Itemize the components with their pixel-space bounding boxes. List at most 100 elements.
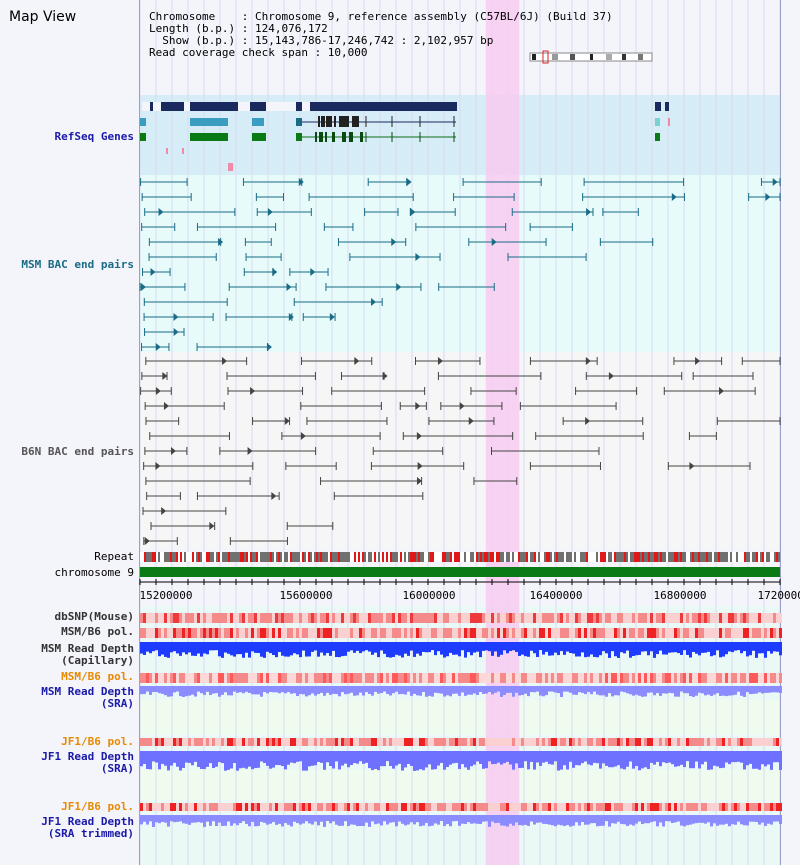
jf1-pol-cell — [476, 803, 479, 811]
track-label-refseq[interactable]: RefSeq Genes — [54, 130, 134, 143]
jf1-sra-depth-bar — [539, 751, 542, 766]
msm-capillary-depth-bar — [680, 642, 683, 655]
repeat-block — [672, 552, 674, 562]
jf1-trimmed-depth-bar — [239, 815, 242, 823]
repeat-block — [204, 552, 206, 562]
msm-pol-cell — [761, 628, 764, 638]
msm-pol-cell — [653, 628, 656, 638]
dbsnp-cell — [728, 613, 731, 623]
msm-sra-depth-bar — [704, 686, 707, 696]
jf1-sra-depth-bar — [524, 751, 527, 762]
jf1-pol-cell — [377, 803, 380, 811]
msm-capillary-depth-bar — [395, 642, 398, 655]
repeat-block — [178, 552, 180, 562]
msm-pol-cell — [401, 628, 404, 638]
msm-sra-depth-bar — [572, 686, 575, 695]
msm-pol-cell — [401, 673, 404, 683]
track-label-b6n-bac[interactable]: B6N BAC end pairs — [21, 445, 134, 458]
msm-pol-cell — [371, 628, 374, 638]
msm-pol-cell — [353, 628, 356, 638]
msm-pol-cell — [635, 673, 638, 683]
jf1-sra-depth-bar — [653, 751, 656, 765]
exon-mark — [361, 132, 363, 142]
dbsnp-cell — [296, 613, 299, 623]
msm-capillary-depth-bar — [491, 642, 494, 656]
msm-sra-depth-bar — [650, 686, 653, 693]
msm-pol-cell — [653, 673, 656, 683]
msm-sra-depth-bar — [440, 686, 443, 694]
msm-sra-depth-bar — [425, 686, 428, 697]
track-label-msm-bac[interactable]: MSM BAC end pairs — [21, 258, 134, 271]
msm-sra-depth-bar — [638, 686, 641, 696]
jf1-sra-depth-bar — [638, 751, 641, 771]
jf1-sra-depth-bar — [140, 751, 143, 767]
msm-pol-cell — [749, 673, 752, 683]
jf1-trimmed-depth-bar — [182, 815, 185, 824]
dbsnp-cell — [596, 613, 599, 623]
jf1-pol-cell — [455, 803, 458, 811]
jf1-pol-cell — [281, 803, 284, 811]
jf1-sra-depth-bar — [698, 751, 701, 769]
repeat-block — [312, 552, 314, 562]
msm-capillary-depth-bar — [146, 642, 149, 652]
msm-pol-cell — [626, 673, 629, 683]
dbsnp-cell — [383, 613, 386, 623]
b6n-bac-pair-marker — [162, 372, 168, 380]
msm-bac-pair-marker — [288, 313, 294, 321]
jf1-pol-cell — [716, 738, 719, 746]
jf1-pol-cell — [149, 803, 152, 811]
msm-pol-cell — [743, 628, 746, 638]
jf1-sra-depth-bar — [500, 751, 503, 765]
msm-sra-depth-bar — [668, 686, 671, 693]
jf1-sra-depth-bar — [353, 751, 356, 764]
msm-pol-cell — [371, 673, 374, 683]
repeat-block — [526, 552, 528, 562]
repeat-block — [432, 552, 434, 562]
jf1-pol-cell — [470, 738, 473, 746]
dbsnp-cell — [371, 613, 374, 623]
repeat-block — [278, 552, 280, 562]
jf1-pol-cell — [224, 803, 227, 811]
jf1-trimmed-depth-bar — [410, 815, 413, 823]
repeat-block — [638, 552, 640, 562]
msm-capillary-depth-bar — [260, 642, 263, 657]
jf1-pol-cell — [671, 738, 674, 746]
jf1-sra-depth-bar — [377, 751, 380, 771]
dbsnp-cell — [275, 613, 278, 623]
jf1-sra-depth-bar — [530, 751, 533, 762]
jf1-trimmed-depth-bar — [170, 815, 173, 822]
jf1-pol-cell — [605, 738, 608, 746]
dbsnp-cell — [467, 613, 470, 623]
repeat-block — [268, 552, 270, 562]
dbsnp-cell — [143, 613, 146, 623]
jf1-pol-cell — [353, 803, 356, 811]
jf1-trimmed-depth-bar — [692, 815, 695, 824]
jf1-pol-cell — [359, 803, 362, 811]
jf1-sra-depth-bar — [749, 751, 752, 764]
jf1-pol-cell — [482, 803, 485, 811]
jf1-pol-cell — [638, 738, 641, 746]
b6n-bac-pair-marker — [468, 417, 474, 425]
repeat-block — [234, 552, 236, 562]
msm-sra-depth-bar — [143, 686, 146, 695]
msm-sra-depth-bar — [332, 686, 335, 694]
msm-pol-cell — [671, 628, 674, 638]
jf1-pol-cell — [212, 803, 215, 811]
jf1-sra-depth-bar — [452, 751, 455, 764]
msm-sra-depth-bar — [344, 686, 347, 695]
repeat-block — [196, 552, 198, 562]
msm-sra-depth-bar — [386, 686, 389, 694]
jf1-pol-cell — [626, 803, 629, 811]
jf1-pol-cell — [740, 738, 743, 746]
msm-capillary-depth-bar — [737, 642, 740, 651]
jf1-pol-cell — [287, 803, 290, 811]
jf1-pol-cell — [395, 738, 398, 746]
repeat-block — [504, 552, 506, 562]
msm-pol-cell — [320, 673, 323, 683]
msm-capillary-depth-bar — [650, 642, 653, 652]
repeat-block — [316, 552, 318, 562]
msm-capillary-depth-bar — [485, 642, 488, 651]
jf1-pol-cell — [467, 738, 470, 746]
msm-capillary-depth-bar — [338, 642, 341, 658]
